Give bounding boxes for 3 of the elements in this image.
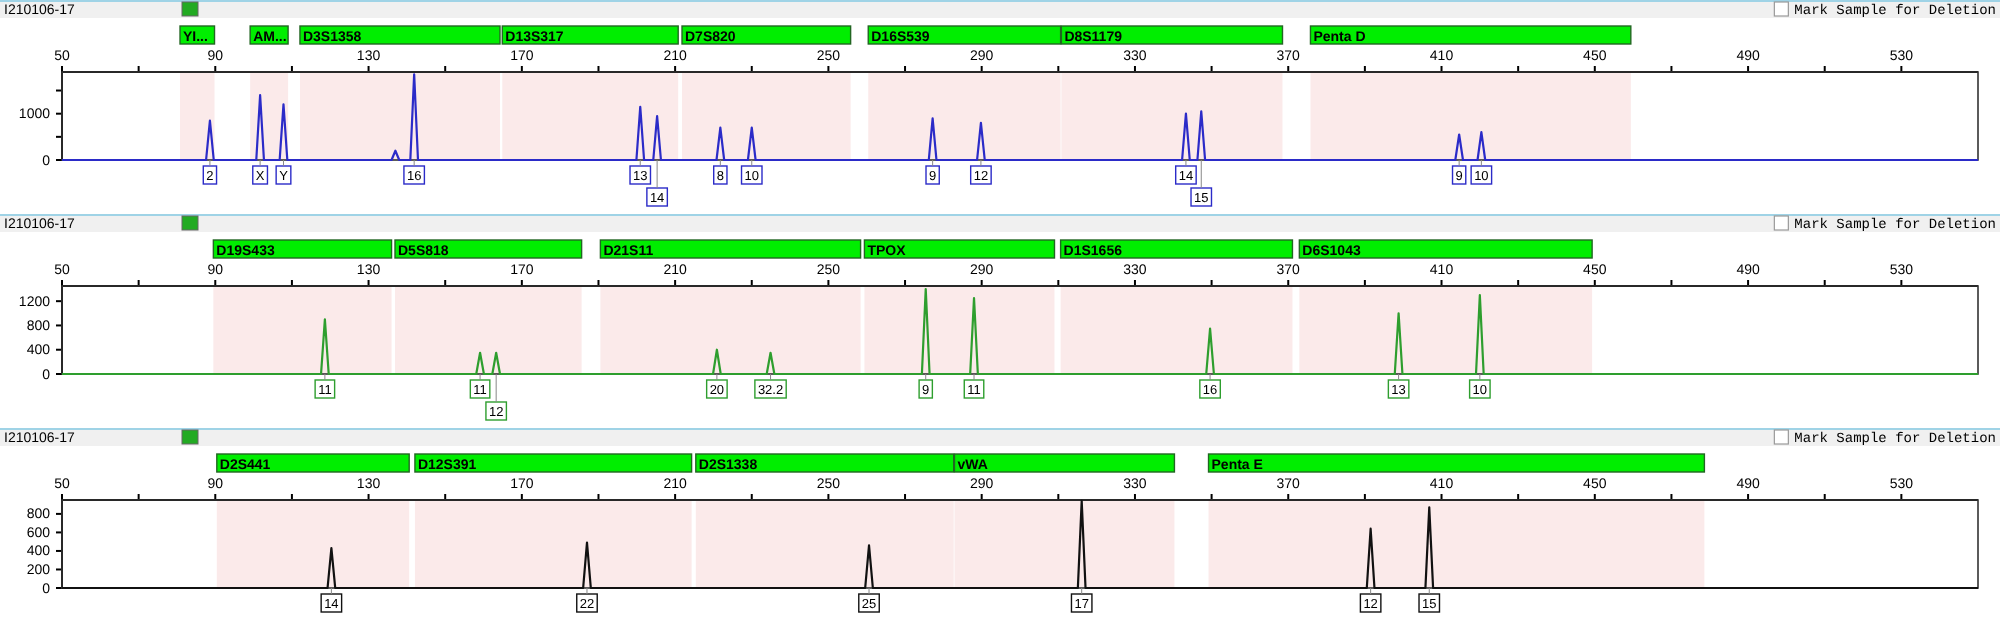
line-series xyxy=(60,73,1980,162)
line-series xyxy=(60,287,1980,376)
line-series xyxy=(60,499,1980,590)
